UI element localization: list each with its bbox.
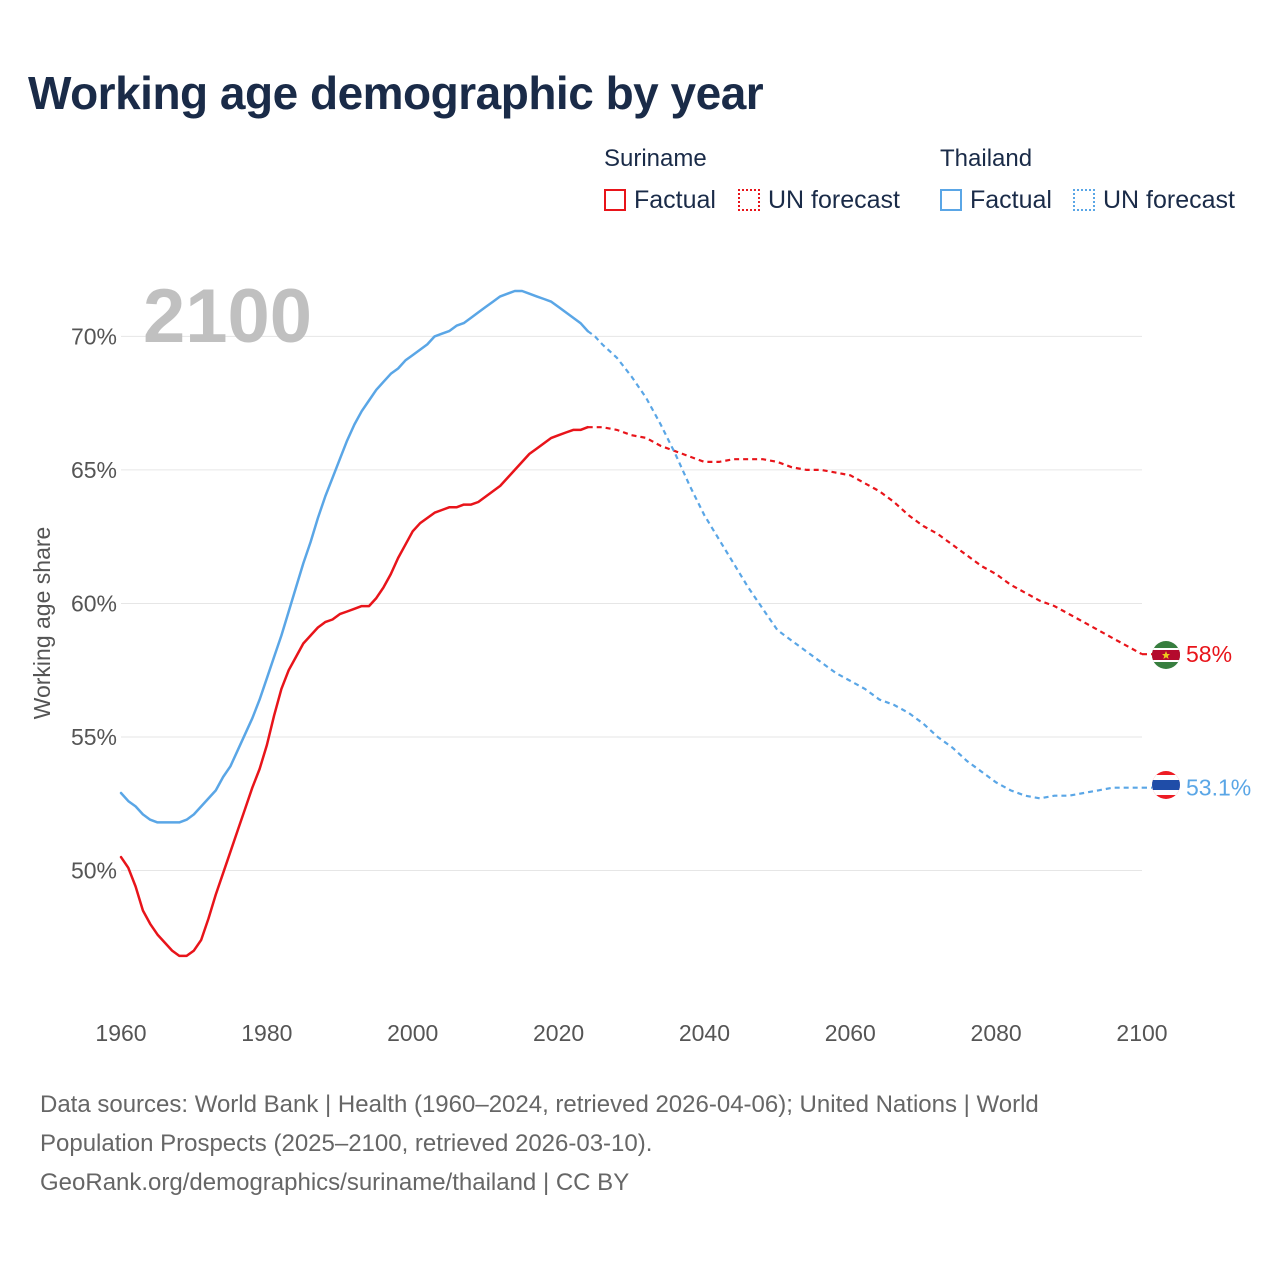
line-chart: 50% 55% 60% 65% 70% 1960 1980 2000 2020 2040 2060 2… xyxy=(29,274,1251,1046)
legend-swatch-solid-icon xyxy=(940,189,962,211)
x-tick-label: 2040 xyxy=(679,1020,730,1046)
legend-label: Factual xyxy=(970,185,1052,214)
y-tick-label: 65% xyxy=(71,457,117,483)
y-tick-label: 55% xyxy=(71,724,117,750)
x-tick-label: 2020 xyxy=(533,1020,584,1046)
legend-suriname-factual[interactable]: Factual xyxy=(604,186,716,214)
series-line-factual-suriname xyxy=(119,425,589,958)
y-tick-label: 50% xyxy=(71,857,117,883)
footer: Data sources: World Bank | Health (1960–… xyxy=(40,1085,1240,1202)
legend-swatch-dotted-icon xyxy=(1073,189,1095,211)
end-label-suriname: 58% xyxy=(1186,641,1232,667)
x-tick-label: 2080 xyxy=(971,1020,1022,1046)
legend-swatch-solid-icon xyxy=(604,189,626,211)
flag-suriname-icon xyxy=(1152,641,1180,669)
chart-title: Working age demographic by year xyxy=(28,67,764,119)
legend-label: UN forecast xyxy=(768,185,900,214)
x-tick-label: 2100 xyxy=(1116,1020,1167,1046)
year-watermark: 2100 xyxy=(143,274,312,359)
footer-sources-line-2: Population Prospects (2025–2100, retriev… xyxy=(40,1130,653,1157)
series-line-factual-thailand xyxy=(119,289,589,824)
legend-group-suriname: Suriname xyxy=(604,145,707,172)
y-tick-label: 60% xyxy=(71,590,117,616)
x-tick-label: 2060 xyxy=(825,1020,876,1046)
footer-link[interactable]: GeoRank.org/demographics/suriname/thaila… xyxy=(40,1169,630,1196)
series-line-forecast-thailand xyxy=(587,330,1142,800)
series-line-forecast-suriname xyxy=(587,426,1143,656)
x-tick-label: 1960 xyxy=(95,1020,146,1046)
x-tick-label: 1980 xyxy=(241,1020,292,1046)
legend-group-thailand: Thailand xyxy=(940,145,1033,172)
end-label-thailand: 53.1% xyxy=(1186,775,1251,801)
x-tick-label: 2000 xyxy=(387,1020,438,1046)
flag-thailand-icon xyxy=(1152,771,1180,799)
legend-label: Factual xyxy=(634,185,716,214)
y-tick-label: 70% xyxy=(71,323,117,349)
legend-thailand-factual[interactable]: Factual xyxy=(940,186,1052,214)
y-axis-label: Working age share xyxy=(29,527,55,720)
legend-swatch-dotted-icon xyxy=(738,189,760,211)
legend-suriname-forecast[interactable]: UN forecast xyxy=(738,186,900,214)
legend-thailand-forecast[interactable]: UN forecast xyxy=(1073,186,1235,214)
footer-sources-line-1: Data sources: World Bank | Health (1960–… xyxy=(40,1091,1039,1118)
legend-label: UN forecast xyxy=(1103,185,1235,214)
